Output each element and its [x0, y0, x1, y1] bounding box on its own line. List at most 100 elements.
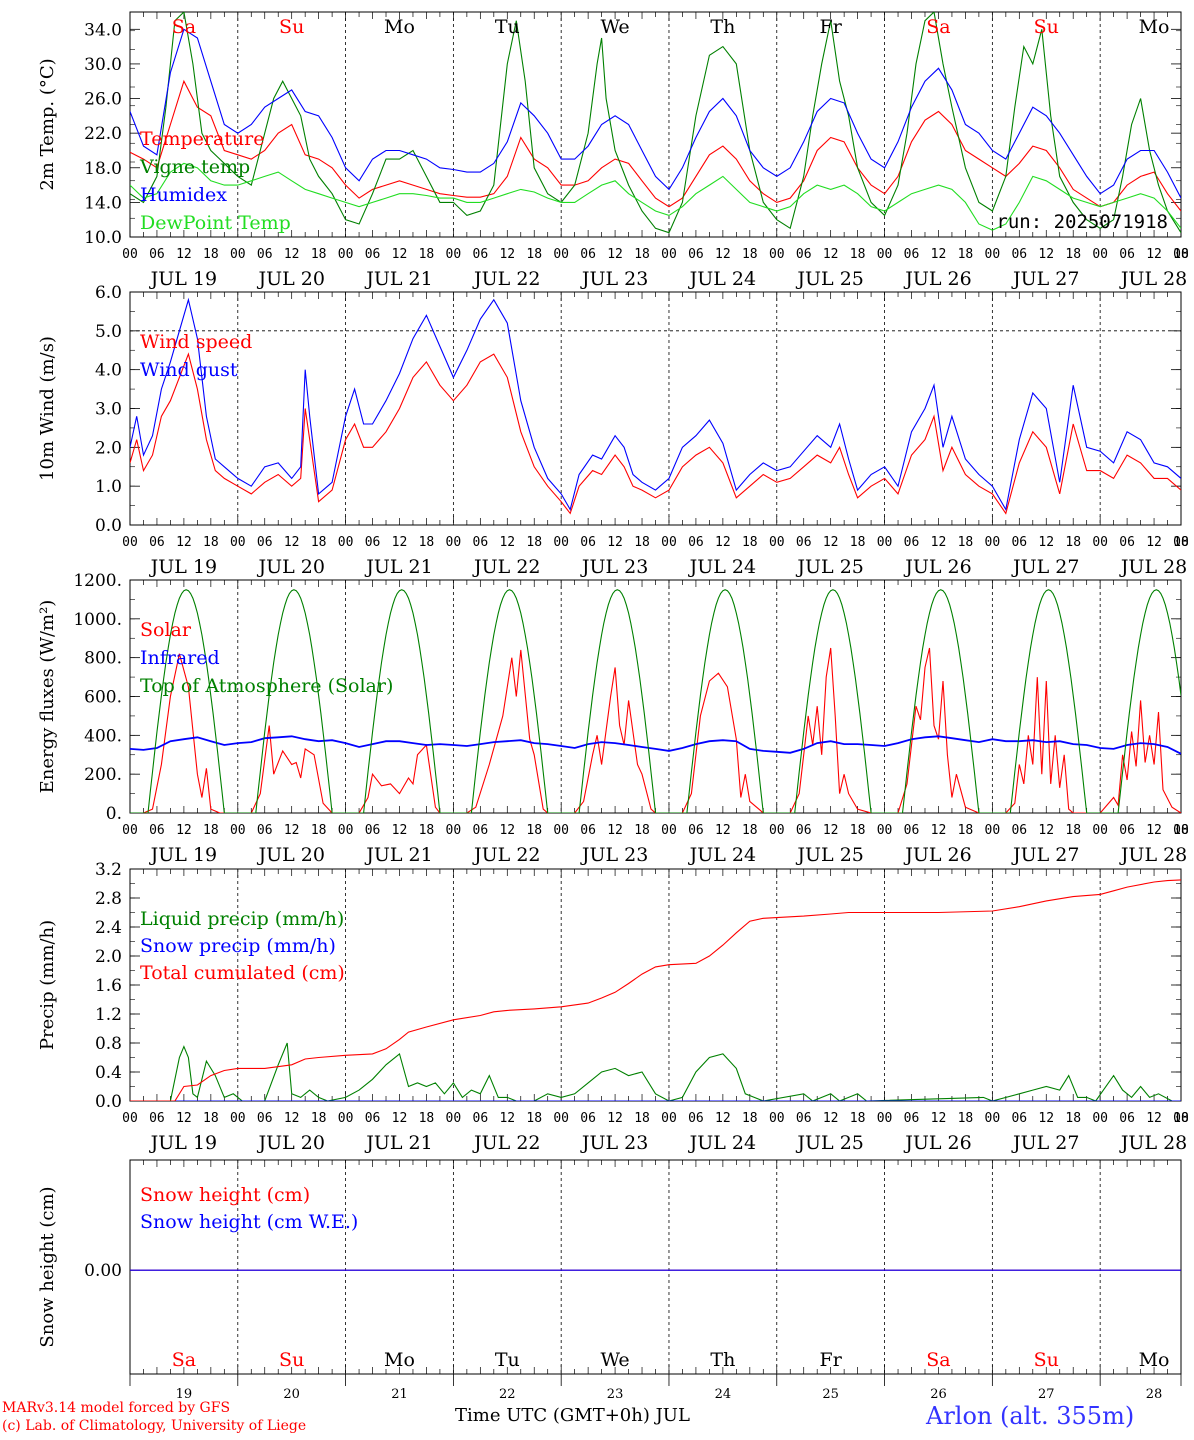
y-tick-label: 2.0	[95, 438, 122, 458]
y-tick-label: 5.0	[95, 322, 122, 342]
hour-tick-label: 00	[877, 1111, 893, 1126]
hour-tick-label: 06	[580, 535, 596, 550]
hour-tick-label: 18	[1065, 823, 1081, 838]
y-axis-title: 10m Wind (m/s)	[37, 336, 58, 481]
weekday-label-top: Su	[279, 16, 304, 38]
hour-tick-label: 18	[1065, 1111, 1081, 1126]
day-label: JUL 25	[795, 268, 863, 290]
hour-tick-label: 00	[446, 535, 462, 550]
hour-tick-label: 12	[823, 535, 839, 550]
day-number-label: 24	[715, 1387, 732, 1402]
day-label: JUL 21	[364, 268, 432, 290]
legend-entry: Infrared	[140, 647, 220, 669]
series-line-liquid-precip-mm-h-	[130, 1042, 1181, 1101]
hour-tick-label: 12	[607, 1111, 623, 1126]
hour-tick-label: 18	[634, 1111, 650, 1126]
hour-tick-label: 12	[1038, 247, 1054, 262]
day-label: JUL 20	[256, 844, 324, 866]
hour-tick-label: 00	[877, 535, 893, 550]
hour-tick-label: 12	[823, 1111, 839, 1126]
legend-entry: Solar	[140, 619, 192, 641]
weekday-label-bottom: Fr	[820, 1349, 843, 1371]
day-label: JUL 23	[580, 844, 648, 866]
hour-tick-label: 18	[526, 247, 542, 262]
legend-entry: Top of Atmosphere (Solar)	[140, 675, 393, 697]
hour-tick-label: 06	[365, 823, 381, 838]
hour-tick-label: 18	[850, 823, 866, 838]
hour-tick-label: 00	[338, 535, 354, 550]
y-tick-label: 6.0	[95, 283, 122, 303]
hour-tick-label: 00	[446, 1111, 462, 1126]
model-credit-line2: (c) Lab. of Climatology, University of L…	[2, 1418, 307, 1434]
hour-tick-label: 12	[1038, 823, 1054, 838]
hour-tick-label: 06	[796, 823, 812, 838]
hour-tick-label: 00	[122, 1111, 138, 1126]
legend-entry: Liquid precip (mm/h)	[140, 908, 344, 930]
y-tick-label: 10.0	[84, 228, 122, 248]
hour-tick-label: 06	[149, 535, 165, 550]
hour-tick-label: 12	[176, 535, 192, 550]
day-label: JUL 19	[149, 844, 217, 866]
y-tick-label: 800.	[84, 649, 122, 669]
hour-tick-label: 18	[419, 1111, 435, 1126]
hour-tick-label: 12	[176, 247, 192, 262]
y-tick-label: 2.0	[95, 947, 122, 967]
day-label: JUL 23	[580, 556, 648, 578]
hour-tick-label: 06	[473, 535, 489, 550]
weekday-label-top: We	[600, 16, 629, 38]
y-tick-label: 600.	[84, 688, 122, 708]
day-label: JUL 22	[472, 556, 540, 578]
hour-tick-label: 12	[1146, 247, 1162, 262]
hour-tick-label: 12	[931, 1111, 947, 1126]
run-label: run: 2025071918	[996, 211, 1168, 233]
hour-tick-label: 06	[580, 247, 596, 262]
hour-tick-label: 00	[446, 247, 462, 262]
hour-tick-label: 00	[553, 1111, 569, 1126]
hour-tick-label: 12	[1038, 535, 1054, 550]
day-label: JUL 23	[580, 268, 648, 290]
hour-tick-label: 12	[931, 247, 947, 262]
hour-tick-label: 06	[365, 247, 381, 262]
hour-tick-label: 00	[338, 1111, 354, 1126]
day-number-label: 28	[1146, 1387, 1163, 1402]
hour-tick-label: 00	[769, 247, 785, 262]
hour-tick-label: 06	[904, 823, 920, 838]
hour-tick-label: 06	[257, 823, 273, 838]
hour-tick-label: 18	[203, 247, 219, 262]
x-axis-title: Time UTC (GMT+0h) JUL	[455, 1405, 690, 1426]
legend-entry: Humidex	[140, 184, 227, 206]
day-label: JUL 20	[256, 1132, 324, 1154]
hour-tick-label: 00	[1173, 247, 1189, 262]
weekday-label-bottom: Mo	[1139, 1349, 1170, 1371]
panel-4: 0.0 0.4 0.8 1.2 1.6 2.0 2.4 2.8 3.2 Precip (mm/h)…	[37, 860, 1189, 1154]
hour-tick-label: 18	[850, 1111, 866, 1126]
hour-tick-label: 06	[688, 1111, 704, 1126]
hour-tick-label: 12	[823, 247, 839, 262]
hour-tick-label: 12	[392, 535, 408, 550]
hour-tick-label: 06	[365, 535, 381, 550]
hour-tick-label: 00	[661, 535, 677, 550]
day-number-label: 25	[822, 1387, 839, 1402]
day-label: JUL 28	[1119, 1132, 1187, 1154]
hour-tick-label: 12	[284, 1111, 300, 1126]
day-number-label: 27	[1038, 1387, 1055, 1402]
y-tick-label: 0.0	[95, 1092, 122, 1112]
hour-tick-label: 12	[284, 247, 300, 262]
hour-tick-label: 12	[176, 1111, 192, 1126]
hour-tick-label: 18	[203, 823, 219, 838]
hour-tick-label: 06	[796, 247, 812, 262]
day-number-label: 19	[176, 1387, 193, 1402]
panel-1: 10.0 14.0 18.0 22.0 26.0 30.0 34.0 2m Temp. (°C…	[37, 11, 1189, 290]
hour-tick-label: 18	[1173, 823, 1189, 838]
y-tick-label: 1.6	[95, 976, 122, 996]
hour-tick-label: 00	[553, 247, 569, 262]
y-tick-label: 18.0	[84, 159, 122, 179]
legend-entry: Total cumulated (cm)	[140, 962, 345, 984]
hour-tick-label: 00	[230, 247, 246, 262]
y-axis-title: Snow height (cm)	[37, 1186, 58, 1347]
hour-tick-label: 00	[985, 1111, 1001, 1126]
y-tick-label: 0.00	[84, 1261, 122, 1281]
y-tick-label: 1.2	[95, 1005, 122, 1025]
hour-tick-label: 06	[365, 1111, 381, 1126]
y-tick-label: 1200.	[73, 571, 122, 591]
